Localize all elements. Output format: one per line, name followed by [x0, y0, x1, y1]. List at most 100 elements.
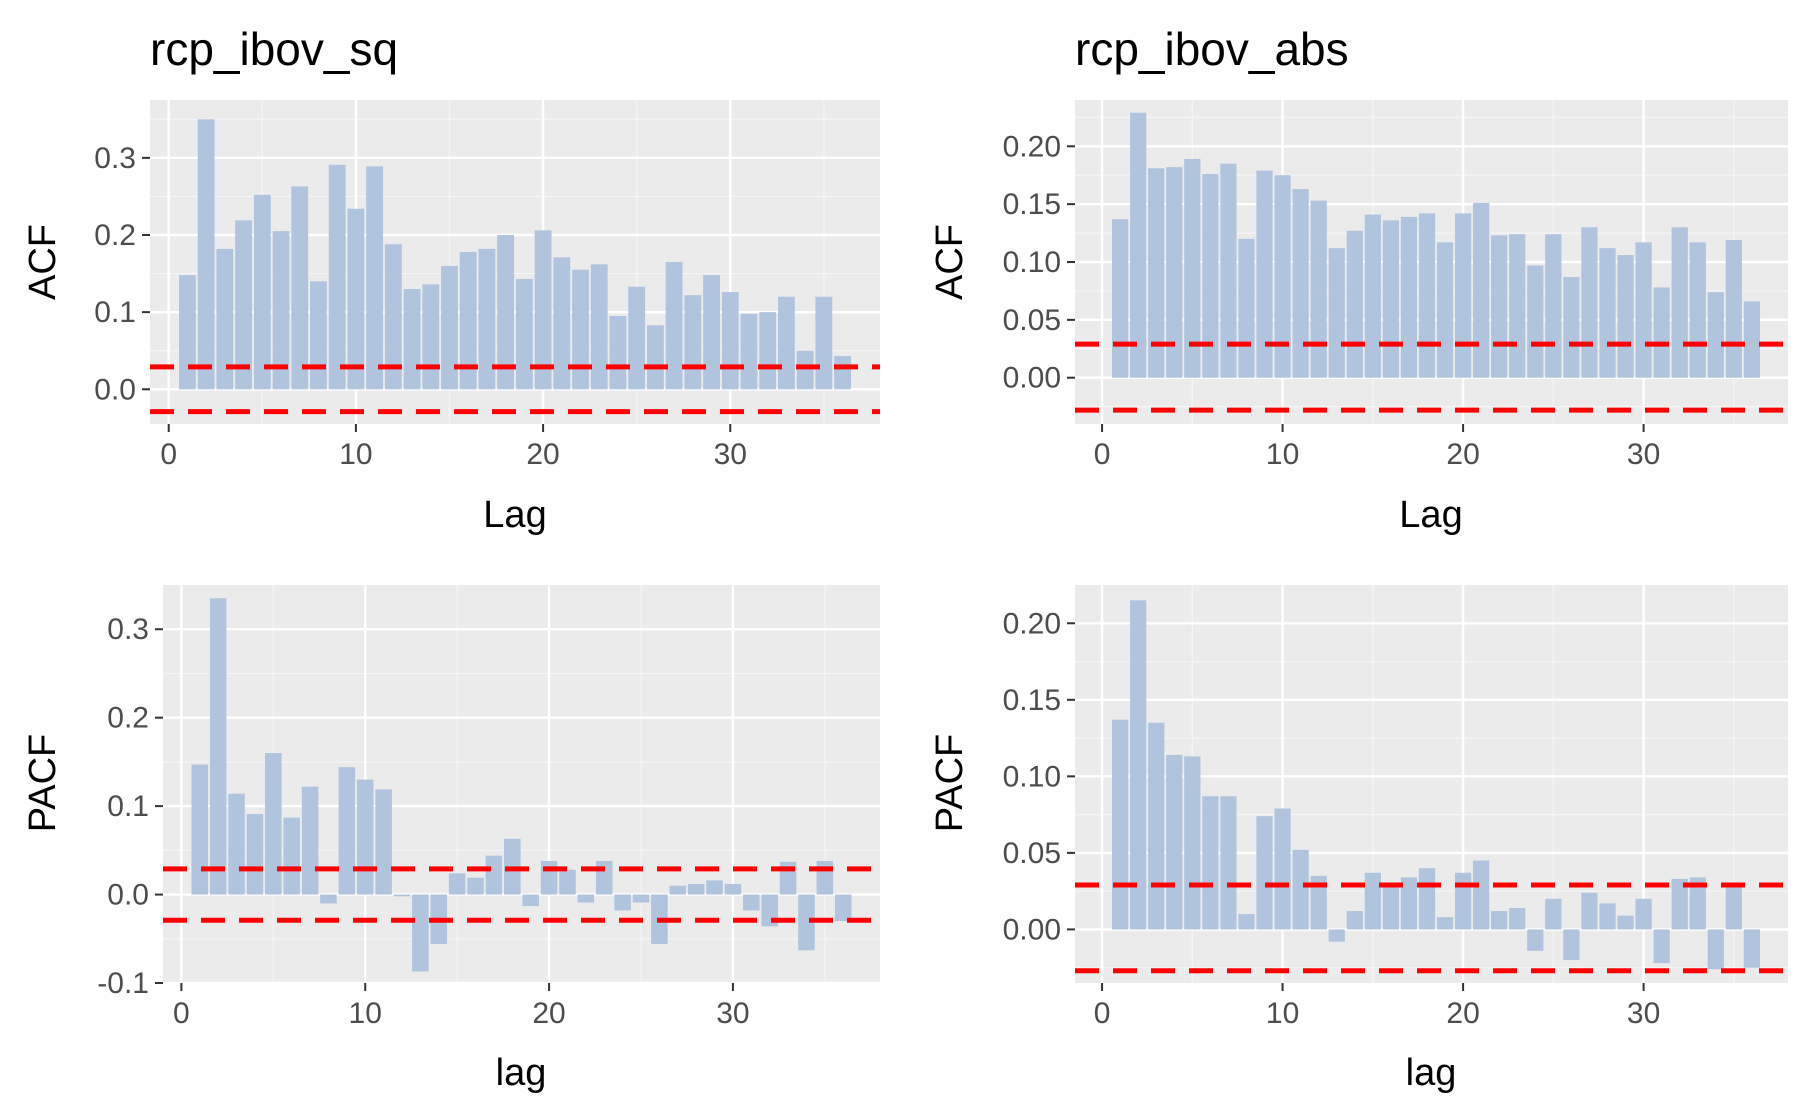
acf-bar — [265, 753, 282, 895]
acf-bar — [1346, 230, 1363, 378]
x-axis-title: Lag — [1399, 494, 1462, 536]
acf-bar — [1382, 220, 1400, 378]
acf-bar — [1310, 200, 1327, 378]
x-tick-label: 20 — [1446, 997, 1479, 1030]
acf-bar — [253, 194, 271, 390]
acf-bar — [1617, 915, 1634, 930]
acf-bar — [384, 244, 402, 390]
acf-bar — [646, 325, 664, 390]
acf-bar — [246, 814, 264, 895]
confidence-lines — [1075, 341, 1788, 413]
x-ticks: 0 10 20 30 — [1094, 424, 1660, 471]
acf-bar — [1454, 213, 1472, 378]
y-tick-label: 0.3 — [107, 613, 149, 646]
y-axis-title: PACF — [22, 734, 64, 833]
acf-bar — [777, 296, 795, 390]
acf-bar — [1707, 292, 1724, 378]
y-ticks: 0.0 0.1 0.2 0.3 — [94, 142, 150, 406]
acf-bar — [522, 894, 539, 907]
y-tick-label: 0.0 — [107, 879, 149, 912]
acf-bar — [191, 764, 209, 895]
acf-bar — [540, 860, 558, 895]
y-tick-label: 0.00 — [1003, 362, 1061, 395]
acf-bar — [1436, 917, 1454, 930]
y-tick-label: 0.1 — [107, 790, 149, 823]
x-tick-label: 20 — [526, 438, 559, 471]
y-tick-label: 0.3 — [94, 142, 136, 175]
acf-bar — [572, 269, 589, 390]
x-tick-label: 0 — [160, 438, 177, 471]
acf-bar — [1509, 907, 1526, 930]
acf-bar — [1563, 929, 1580, 961]
acf-bar — [684, 295, 702, 390]
acf-bar — [375, 789, 392, 895]
acf-bar — [1202, 174, 1219, 378]
x-axis-title: Lag — [483, 494, 546, 536]
acf-bar — [759, 312, 777, 390]
y-axis-title: ACF — [929, 224, 971, 300]
y-tick-label: 0.05 — [1003, 837, 1061, 870]
x-axis-title: lag — [1406, 1052, 1457, 1094]
y-ticks: 0.00 0.05 0.10 0.15 0.20 — [1003, 607, 1075, 946]
acf-bar — [1256, 816, 1273, 930]
acf-bar — [1599, 248, 1616, 378]
acf-bar — [1743, 929, 1761, 968]
acf-bar — [497, 235, 515, 390]
acf-bar — [403, 289, 421, 390]
plot-panel — [163, 585, 880, 983]
acf-bar — [628, 286, 646, 390]
y-tick-label: 0.2 — [107, 702, 149, 735]
x-tick-label: 20 — [532, 997, 565, 1030]
acf-bar — [301, 786, 319, 895]
acf-bar — [590, 264, 608, 390]
y-tick-label: 0.10 — [1003, 760, 1061, 793]
acf-bar — [1202, 796, 1219, 930]
confidence-lines — [150, 364, 880, 415]
x-tick-label: 20 — [1446, 438, 1479, 471]
acf-bar — [1725, 240, 1742, 378]
acf-bar — [740, 313, 758, 390]
x-axis-title: lag — [496, 1052, 547, 1094]
y-ticks: -0.1 0.0 0.1 0.2 0.3 — [97, 613, 163, 1000]
panel-rcp-ibov-abs-acf: rcp_ibov_abs 0.00 0.05 0.10 0.15 0.20 0 10 20 3… — [929, 23, 1788, 536]
acf-bar — [1328, 929, 1345, 942]
acf-bar — [1689, 242, 1706, 378]
x-tick-label: 30 — [714, 438, 747, 471]
y-axis-title: PACF — [929, 734, 971, 833]
acf-bar — [577, 894, 595, 903]
x-tick-label: 10 — [339, 438, 372, 471]
acf-bar — [310, 281, 327, 390]
acf-bar — [441, 265, 458, 390]
acf-bar — [1653, 287, 1670, 378]
acf-bar — [1635, 242, 1652, 378]
acf-bar — [1166, 754, 1183, 930]
acf-bar — [687, 883, 705, 895]
acf-bar — [1509, 234, 1526, 378]
acf-bar — [1635, 898, 1652, 930]
acf-bar — [1112, 719, 1129, 930]
y-tick-label: 0.1 — [94, 296, 136, 329]
acf-bar — [179, 275, 196, 390]
acf-bar — [338, 767, 356, 895]
acf-bar — [798, 894, 815, 951]
acf-bar — [209, 598, 227, 895]
acf-bar — [559, 869, 576, 895]
x-tick-label: 30 — [1627, 997, 1660, 1030]
acf-bar — [393, 894, 411, 897]
acf-bar — [1274, 808, 1291, 930]
y-ticks: 0.00 0.05 0.10 0.15 0.20 — [1003, 130, 1075, 395]
y-tick-label: -0.1 — [97, 967, 149, 1000]
acf-bar — [1581, 892, 1598, 930]
plot-panel — [150, 100, 880, 424]
acf-bar — [283, 817, 300, 895]
acf-bar — [1112, 219, 1129, 378]
acf-bar — [1563, 277, 1580, 378]
acf-bar — [235, 220, 253, 390]
confidence-lines — [163, 866, 880, 923]
acf-bar — [1292, 189, 1309, 378]
plot-title: rcp_ibov_abs — [1075, 23, 1349, 75]
acf-bar — [1671, 227, 1688, 378]
x-ticks: 0 10 20 30 — [173, 983, 750, 1030]
acf-bar — [1617, 255, 1634, 378]
acf-bar — [1184, 756, 1201, 930]
